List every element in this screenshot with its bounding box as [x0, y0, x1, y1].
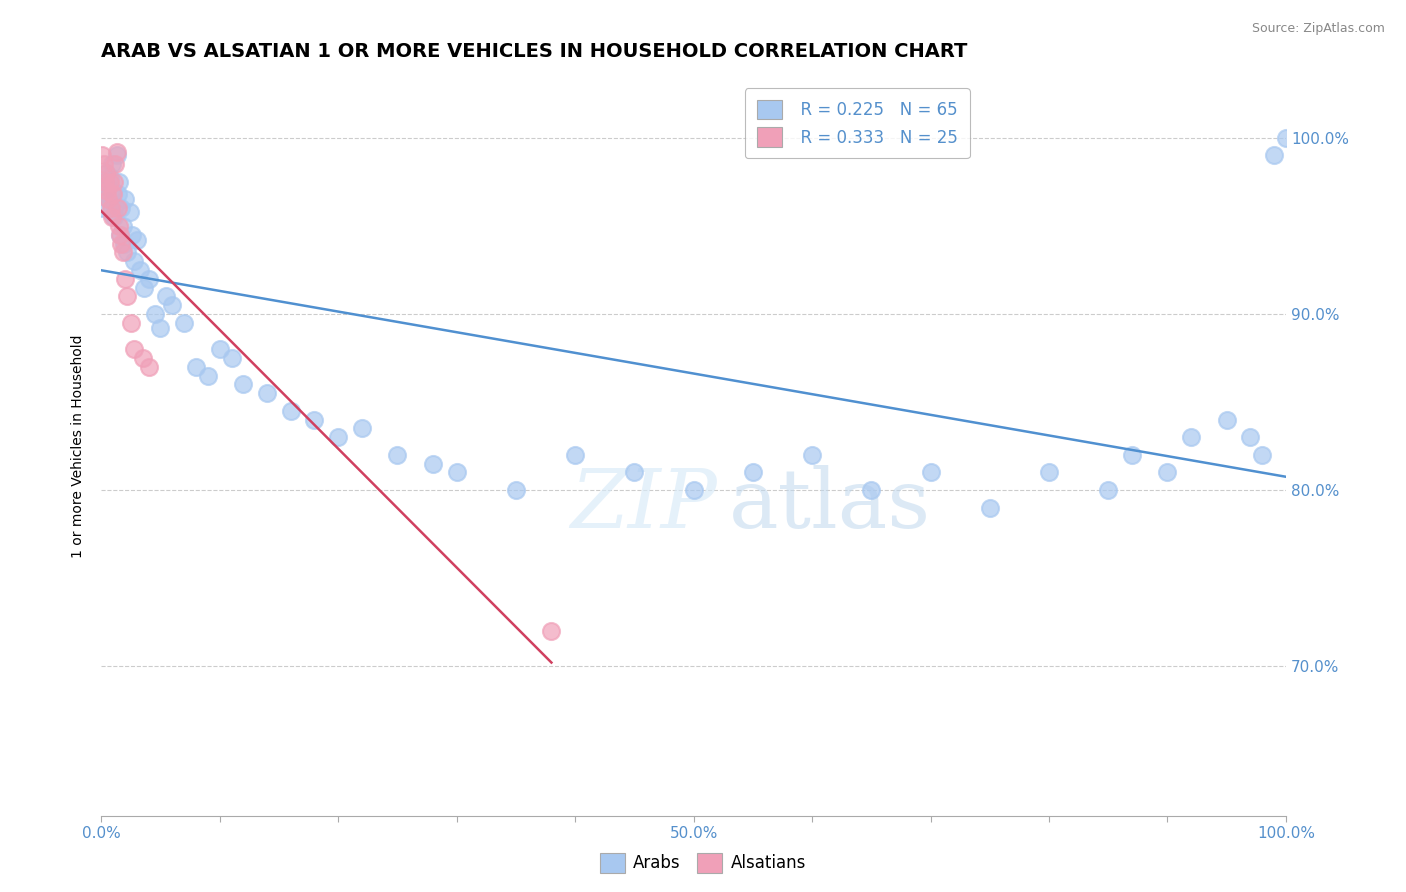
Point [96, 184, 118, 198]
Point [98, 169, 121, 184]
Point [114, 193, 136, 207]
Point [131, 351, 153, 365]
Point [623, 466, 645, 480]
Text: Source: ZipAtlas.com: Source: ZipAtlas.com [1251, 22, 1385, 36]
Point [162, 298, 184, 312]
Point [97, 193, 120, 207]
Text: ARAB VS ALSATIAN 1 OR MORE VEHICLES IN HOUSEHOLD CORRELATION CHART: ARAB VS ALSATIAN 1 OR MORE VEHICLES IN H… [101, 42, 967, 61]
Point [110, 236, 132, 251]
Point [801, 448, 824, 462]
Legend:   R = 0.225   N = 65,   R = 0.333   N = 25: R = 0.225 N = 65, R = 0.333 N = 25 [745, 88, 970, 159]
Text: atlas: atlas [730, 466, 931, 545]
Point [1156, 466, 1178, 480]
Point [979, 500, 1001, 515]
Point [105, 145, 128, 159]
Point [101, 157, 124, 171]
Point [132, 280, 155, 294]
Point [118, 204, 141, 219]
Point [184, 359, 207, 374]
Point [104, 157, 127, 171]
Point [108, 175, 131, 189]
Point [143, 307, 166, 321]
Point [93, 157, 115, 171]
Point [94, 166, 117, 180]
Point [108, 219, 131, 233]
Point [96, 180, 118, 194]
Legend: Arabs, Alsatians: Arabs, Alsatians [593, 847, 813, 880]
Y-axis label: 1 or more Vehicles in Household: 1 or more Vehicles in Household [72, 334, 86, 558]
Point [860, 483, 883, 497]
Point [149, 321, 172, 335]
Point [125, 233, 148, 247]
Point [111, 245, 134, 260]
Point [540, 624, 562, 638]
Point [232, 377, 254, 392]
Point [197, 368, 219, 383]
Point [121, 227, 143, 242]
Point [1215, 412, 1237, 426]
Point [1038, 466, 1060, 480]
Point [304, 412, 326, 426]
Point [920, 466, 942, 480]
Point [422, 457, 444, 471]
Point [387, 448, 409, 462]
Point [138, 271, 160, 285]
Point [1121, 448, 1143, 462]
Point [221, 351, 243, 365]
Point [91, 202, 114, 216]
Point [91, 148, 114, 162]
Point [112, 236, 135, 251]
Point [155, 289, 177, 303]
Point [350, 421, 373, 435]
Point [1263, 148, 1285, 162]
Point [101, 187, 124, 202]
Point [97, 193, 120, 207]
Point [173, 316, 195, 330]
Point [98, 175, 121, 189]
Point [94, 166, 117, 180]
Point [104, 198, 127, 212]
Point [108, 227, 131, 242]
Point [446, 466, 468, 480]
Point [107, 202, 129, 216]
Point [1180, 430, 1202, 444]
Point [103, 175, 125, 189]
Point [129, 263, 152, 277]
Point [101, 210, 124, 224]
Point [94, 175, 117, 189]
Point [120, 316, 142, 330]
Point [100, 202, 122, 216]
Point [208, 342, 231, 356]
Point [94, 187, 117, 202]
Point [101, 184, 124, 198]
Point [107, 187, 129, 202]
Point [105, 148, 128, 162]
Point [103, 210, 125, 224]
Point [682, 483, 704, 497]
Point [1239, 430, 1261, 444]
Point [1251, 448, 1274, 462]
Point [114, 271, 136, 285]
Point [564, 448, 586, 462]
Point [1097, 483, 1119, 497]
Point [741, 466, 763, 480]
Point [328, 430, 350, 444]
Point [110, 202, 132, 216]
Point [100, 204, 122, 219]
Point [93, 175, 115, 189]
Point [108, 227, 131, 242]
Point [138, 359, 160, 374]
Point [124, 342, 146, 356]
Point [256, 386, 278, 401]
Point [117, 245, 139, 260]
Point [505, 483, 527, 497]
Point [1275, 131, 1298, 145]
Point [124, 254, 146, 268]
Point [111, 219, 134, 233]
Point [280, 404, 302, 418]
Text: ZIP: ZIP [571, 466, 717, 545]
Point [117, 289, 139, 303]
